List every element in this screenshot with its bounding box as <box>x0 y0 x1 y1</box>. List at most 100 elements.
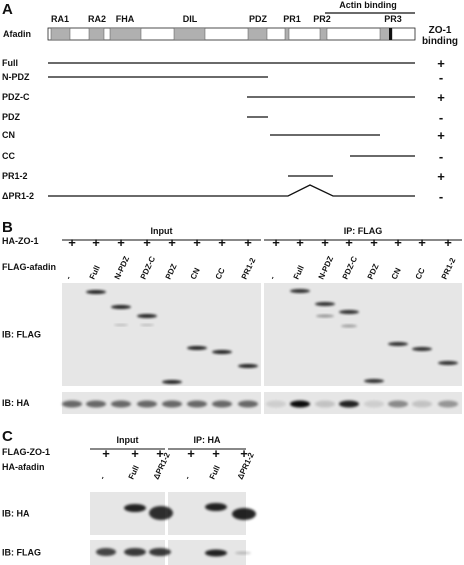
binding-sign: - <box>439 189 443 204</box>
blot-background <box>62 283 261 386</box>
lane-label: PR1-2 <box>440 256 458 281</box>
ha-band <box>162 400 182 408</box>
lane-label: PDZ-C <box>341 255 360 281</box>
plus-sign: + <box>193 235 201 250</box>
domain-box <box>50 27 71 41</box>
row-label: FLAG-afadin <box>2 262 56 272</box>
ha-band <box>339 400 359 408</box>
blot-label: IB: HA <box>2 398 30 408</box>
blot-background <box>264 283 462 386</box>
row-label: HA-afadin <box>2 462 45 472</box>
band <box>412 347 432 351</box>
domain-box <box>319 27 328 41</box>
binding-sign: + <box>437 90 445 105</box>
domain-box <box>109 27 142 41</box>
blot-background <box>264 392 462 414</box>
protein-name: Afadin <box>3 29 31 39</box>
ha-band <box>290 400 310 408</box>
band <box>111 305 131 309</box>
lane-label: Full <box>208 464 222 481</box>
plus-sign: + <box>156 446 164 461</box>
plus-sign: + <box>168 235 176 250</box>
ha-band <box>412 400 432 408</box>
domain-label: RA1 <box>51 14 69 24</box>
lane-label: - <box>64 274 73 281</box>
band <box>339 310 359 314</box>
binding-sign: - <box>439 149 443 164</box>
band <box>364 379 384 383</box>
group-label: Input <box>117 435 139 445</box>
plus-sign: + <box>345 235 353 250</box>
lane-label: N-PDZ <box>317 255 336 281</box>
group-label: IP: HA <box>194 435 222 445</box>
blot-label: IB: FLAG <box>2 330 41 340</box>
band <box>137 314 157 318</box>
binding-sign: - <box>439 70 443 85</box>
band <box>114 324 128 326</box>
lane-label: - <box>98 474 107 481</box>
band <box>438 361 458 365</box>
domain-box <box>88 27 105 41</box>
ha-band <box>111 400 131 408</box>
domain-label: FHA <box>116 14 135 24</box>
lane-label: Full <box>292 264 306 281</box>
lane-label: CC <box>414 266 427 280</box>
binding-sign: + <box>437 169 445 184</box>
band <box>124 548 146 556</box>
domain-label: DIL <box>183 14 198 24</box>
domain-box <box>284 27 290 41</box>
plus-sign: + <box>212 446 220 461</box>
binding-sign: + <box>437 128 445 143</box>
lane-label: PDZ-C <box>139 255 158 281</box>
construct-name: CN <box>2 130 15 140</box>
plus-sign: + <box>102 446 110 461</box>
band <box>96 548 116 556</box>
construct-name: CC <box>2 151 15 161</box>
lane-label: Full <box>127 464 141 481</box>
ha-band <box>266 400 286 408</box>
construct-line <box>48 184 415 197</box>
group-label: IP: FLAG <box>344 226 383 236</box>
ha-band <box>187 400 207 408</box>
band <box>124 504 146 512</box>
actin-motif <box>389 28 392 40</box>
construct-name: PDZ <box>2 112 21 122</box>
domain-label: PDZ <box>249 14 268 24</box>
binding-header-line: ZO-1 <box>429 25 452 36</box>
band <box>162 380 182 384</box>
lane-label: ΔPR1-2 <box>236 451 256 481</box>
plus-sign: + <box>240 446 248 461</box>
ha-band <box>315 400 335 408</box>
plus-sign: + <box>92 235 100 250</box>
construct-name: Full <box>2 58 18 68</box>
ha-band <box>364 400 384 408</box>
band <box>149 548 171 556</box>
binding-sign: + <box>437 56 445 71</box>
band <box>205 549 227 557</box>
domain-label: PR1 <box>283 14 301 24</box>
blot-label: IB: FLAG <box>2 548 41 558</box>
domain-box <box>173 27 206 41</box>
construct-name: PDZ-C <box>2 92 30 102</box>
ha-band <box>438 400 458 408</box>
construct-name: N-PDZ <box>2 72 30 82</box>
ha-band <box>388 400 408 408</box>
lane-label: - <box>183 474 192 481</box>
binding-header-line: binding <box>422 36 458 47</box>
band <box>315 302 335 306</box>
plus-sign: + <box>218 235 226 250</box>
lane-label: CN <box>390 266 403 280</box>
plus-sign: + <box>117 235 125 250</box>
ha-band <box>212 400 232 408</box>
binding-header: ZO-1 binding <box>422 25 458 47</box>
lane-label: Full <box>88 264 102 281</box>
band <box>212 350 232 354</box>
plus-sign: + <box>444 235 452 250</box>
band <box>149 506 173 520</box>
lane-label: PR1-2 <box>240 256 258 281</box>
blot-label: IB: HA <box>2 509 30 519</box>
row-label: FLAG-ZO-1 <box>2 447 50 457</box>
band <box>238 364 258 368</box>
band <box>290 289 310 293</box>
